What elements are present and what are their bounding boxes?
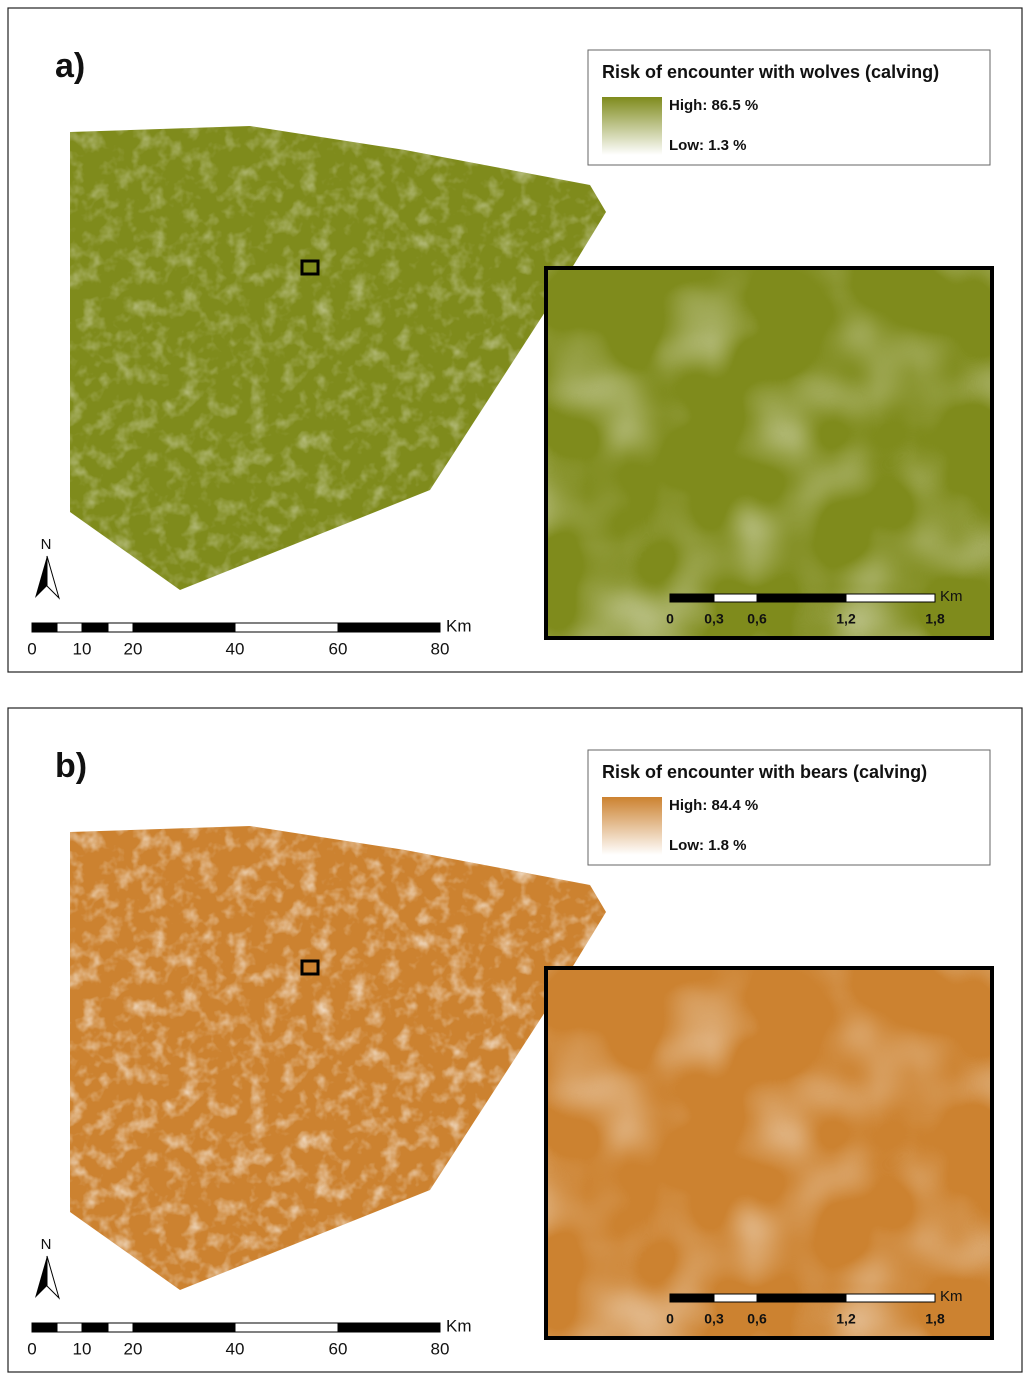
scale-segment <box>57 623 82 632</box>
scale-label: 0 <box>27 1339 36 1358</box>
scale-label: 40 <box>226 1339 245 1358</box>
scale-unit: Km <box>446 1316 472 1335</box>
scale-segment <box>235 1323 338 1332</box>
scale-segment <box>338 623 440 632</box>
scale-segment <box>32 1323 57 1332</box>
scale-label: 40 <box>226 639 245 658</box>
inset-scale-label: 0 <box>666 611 674 627</box>
inset-scale-label: 1,2 <box>836 1311 856 1327</box>
north-label: N <box>41 536 52 553</box>
scale-segment <box>57 1323 82 1332</box>
panel-label: a) <box>55 47 85 85</box>
legend-low: Low: 1.3 % <box>669 137 747 154</box>
scale-unit: Km <box>446 616 472 635</box>
scale-label: 60 <box>329 639 348 658</box>
scale-label: 60 <box>329 1339 348 1358</box>
scale-segment <box>235 623 338 632</box>
map-panel: a) Risk of encounter with wolves (calving… <box>8 8 1022 672</box>
legend-swatch <box>602 97 662 155</box>
scale-label: 20 <box>124 639 143 658</box>
inset-texture <box>546 968 992 1338</box>
inset-scale-segment <box>670 1294 714 1302</box>
inset-texture <box>546 268 992 638</box>
inset-scale-segment <box>714 594 757 602</box>
legend-high: High: 84.4 % <box>669 797 758 814</box>
scale-label: 10 <box>73 639 92 658</box>
inset-scale-segment <box>714 1294 757 1302</box>
legend-high: High: 86.5 % <box>669 97 758 114</box>
inset-scale-label: 0 <box>666 1311 674 1327</box>
inset-scale-unit: Km <box>940 1288 963 1305</box>
scale-segment <box>82 623 108 632</box>
scale-label: 80 <box>431 639 450 658</box>
inset-scale-unit: Km <box>940 588 963 605</box>
scale-label: 20 <box>124 1339 143 1358</box>
panel-label: b) <box>55 747 87 785</box>
scale-segment <box>133 623 235 632</box>
legend-swatch <box>602 797 662 855</box>
inset-scale-label: 0,6 <box>747 611 767 627</box>
legend-low: Low: 1.8 % <box>669 837 747 854</box>
figure: a) Risk of encounter with wolves (calving… <box>0 0 1024 1374</box>
inset-scale-segment <box>846 1294 935 1302</box>
legend-title: Risk of encounter with bears (calving) <box>602 762 927 782</box>
inset-scale-segment <box>757 1294 846 1302</box>
map-panel: b) Risk of encounter with bears (calving)… <box>8 708 1022 1372</box>
scale-segment <box>133 1323 235 1332</box>
inset-scale-label: 0,3 <box>704 611 724 627</box>
inset-scale-label: 0,6 <box>747 1311 767 1327</box>
north-label: N <box>41 1236 52 1253</box>
legend-title: Risk of encounter with wolves (calving) <box>602 62 939 82</box>
inset-scale-label: 1,8 <box>925 1311 945 1327</box>
scale-label: 80 <box>431 1339 450 1358</box>
inset-scale-segment <box>670 594 714 602</box>
inset-scale-segment <box>757 594 846 602</box>
scale-label: 0 <box>27 639 36 658</box>
inset-scale-label: 1,8 <box>925 611 945 627</box>
scale-segment <box>82 1323 108 1332</box>
inset-scale-segment <box>846 594 935 602</box>
scale-segment <box>108 623 133 632</box>
inset-scale-label: 1,2 <box>836 611 856 627</box>
scale-segment <box>108 1323 133 1332</box>
scale-segment <box>32 623 57 632</box>
scale-label: 10 <box>73 1339 92 1358</box>
inset-scale-label: 0,3 <box>704 1311 724 1327</box>
scale-segment <box>338 1323 440 1332</box>
